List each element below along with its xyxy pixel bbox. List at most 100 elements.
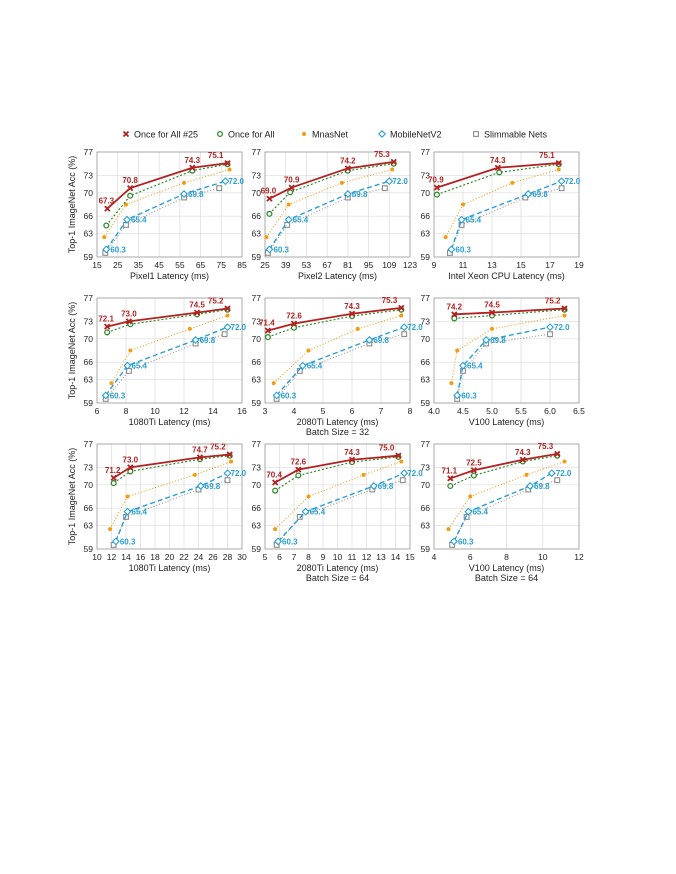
x-tick-label: 45 <box>154 260 164 270</box>
data-label: 72.5 <box>466 458 482 467</box>
marker-mnasnet <box>510 180 515 185</box>
data-label: 72.0 <box>565 177 581 186</box>
chart-panel-3: 59 63 66 70 73 77 9 11 13 15 17 19 Intel Xeon CPU La… <box>421 147 584 281</box>
marker-mobilenetv2 <box>557 177 566 186</box>
data-label: 73.0 <box>123 455 139 464</box>
marker-once-for-all-25 <box>554 450 561 458</box>
series-once-for-all-25: 67.3 70.8 74.3 75.1 <box>99 151 231 212</box>
chart-panel-1: 59 63 66 70 73 77 15 25 35 45 55 65 75 85 Pixel1 Laten… <box>67 147 247 281</box>
x-tick-label: 12 <box>574 552 584 562</box>
marker-mobilenetv2 <box>221 177 230 186</box>
legend-label: Once for All #25 <box>134 130 198 140</box>
series-line-mobilenetv2 <box>276 326 405 396</box>
plot-frame <box>96 443 243 550</box>
series-line-mobilenetv2 <box>456 326 551 396</box>
x-tick-label: 65 <box>196 260 206 270</box>
series-line-once-for-all <box>106 309 228 333</box>
data-label: 73.0 <box>121 309 137 318</box>
legend-label: Slimmable Nets <box>484 130 548 140</box>
x-tick-label: 4 <box>292 406 297 416</box>
x-tick-label: 9 <box>321 552 326 562</box>
x-tick-label: 30 <box>237 552 247 562</box>
marker-mobilenetv2 <box>447 245 456 254</box>
series-mnasnet <box>271 313 404 386</box>
data-label: 72.6 <box>286 312 302 321</box>
marker-mnasnet <box>225 313 230 318</box>
data-label: 69.8 <box>534 482 550 491</box>
series-line-mnasnet <box>448 460 565 530</box>
x-tick-label: 4 <box>432 552 437 562</box>
y-tick-label: 63 <box>252 375 262 385</box>
data-label: 69.8 <box>352 190 368 199</box>
data-label: 65.4 <box>466 216 482 225</box>
x-tick-label: 13 <box>487 260 497 270</box>
x-axis-label: 2080Ti Latency (ms) <box>297 563 379 573</box>
x-tick-label: 8 <box>124 406 129 416</box>
marker-once-for-all-25 <box>104 323 111 330</box>
data-label: 74.5 <box>484 301 500 310</box>
data-label: 72.6 <box>291 458 307 467</box>
y-tick-label: 77 <box>84 439 94 449</box>
y-tick-label: 77 <box>84 147 94 157</box>
series-mobilenetv2: 60.3 65.4 69.8 72.0 <box>449 469 572 546</box>
x-tick-label: 15 <box>92 260 102 270</box>
marker-mobilenetv2 <box>457 215 466 224</box>
marker-mnasnet <box>109 381 114 386</box>
plot-frame <box>96 151 243 258</box>
marker-slimmable-nets <box>216 185 223 192</box>
y-tick-label: 77 <box>252 147 262 157</box>
marker-once-for-all-25 <box>110 474 117 481</box>
x-tick-label: 15 <box>405 552 415 562</box>
series-line-mobilenetv2 <box>453 472 553 542</box>
series-mobilenetv2: 60.3 65.4 69.8 72.0 <box>272 323 423 400</box>
marker-mnasnet <box>229 459 234 464</box>
marker-mobilenetv2 <box>365 336 374 344</box>
marker-mobilenetv2 <box>123 361 132 370</box>
y-tick-label: 66 <box>421 503 431 513</box>
marker-mnasnet <box>468 494 473 499</box>
legend-item-mobilenetv2: MobileNetV2 <box>378 130 442 140</box>
marker-mnasnet <box>361 472 366 477</box>
marker-mobilenetv2 <box>180 190 188 198</box>
x-tick-label: 19 <box>574 260 584 270</box>
y-tick-label: 63 <box>84 521 94 531</box>
data-label: 75.1 <box>208 151 224 160</box>
data-label: 70.8 <box>122 176 138 185</box>
marker-once-for-all <box>110 480 117 487</box>
marker-mobilenetv2 <box>284 215 293 224</box>
x-tick-label: 6 <box>95 406 100 416</box>
marker-once-for-all <box>264 334 271 341</box>
x-tick-label: 6 <box>277 552 282 562</box>
x-tick-label: 24 <box>194 552 204 562</box>
series-mobilenetv2: 60.3 65.4 69.8 72.0 <box>447 177 581 254</box>
series-mobilenetv2: 60.3 65.4 69.8 72.0 <box>453 323 570 400</box>
x-tick-label: 95 <box>364 260 374 270</box>
y-tick-label: 73 <box>84 462 94 472</box>
series-line-once-for-all <box>450 455 558 487</box>
marker-mnasnet <box>355 326 360 331</box>
x-tick-label: 75 <box>217 260 227 270</box>
series-once-for-all-25: 70.4 72.6 74.3 75.0 <box>266 444 402 486</box>
data-label: 65.4 <box>307 362 323 371</box>
y-tick-label: 63 <box>84 229 94 239</box>
x-tick-label: 12 <box>362 552 372 562</box>
y-tick-label: 66 <box>421 357 431 367</box>
marker-mnasnet <box>271 381 276 386</box>
x-tick-label: 35 <box>134 260 144 270</box>
data-label: 69.8 <box>490 336 506 345</box>
series-once-for-all-25: 72.1 73.0 74.5 75.2 <box>98 297 231 330</box>
data-label: 74.3 <box>515 448 531 457</box>
x-tick-label: 14 <box>121 552 131 562</box>
marker-mobilenetv2 <box>223 469 232 478</box>
series-line-mobilenetv2 <box>450 180 562 250</box>
data-label: 74.3 <box>344 302 360 311</box>
data-label: 71.2 <box>105 466 121 475</box>
marker-mobilenetv2 <box>449 537 458 546</box>
marker-slimmable-nets <box>399 477 406 484</box>
series-line-mobilenetv2 <box>115 472 228 542</box>
marker-once-for-all <box>127 192 134 199</box>
y-tick-label: 59 <box>252 252 262 262</box>
y-tick-label: 63 <box>252 229 262 239</box>
y-tick-label: 70 <box>84 188 94 198</box>
x-tick-label: 39 <box>281 260 291 270</box>
